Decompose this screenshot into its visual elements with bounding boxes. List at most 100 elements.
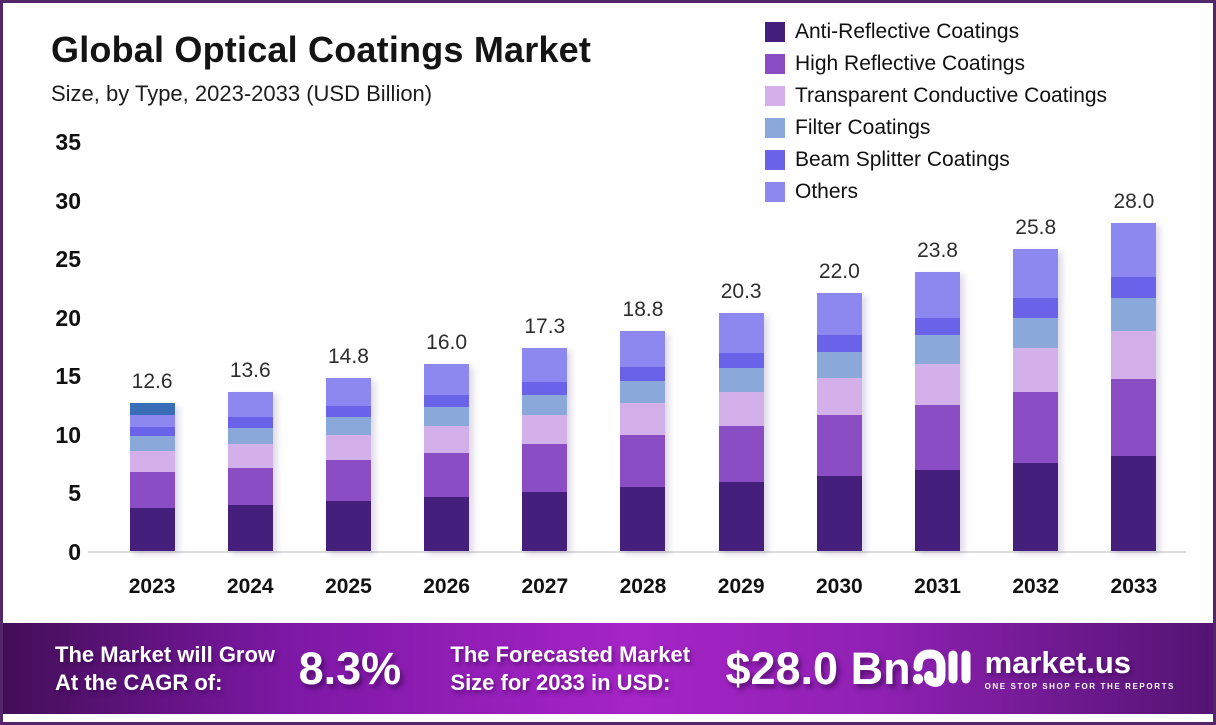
- bar: [1111, 223, 1157, 551]
- bar-segment-high-reflective-coatings: [915, 404, 961, 471]
- bar-segment-filter-coatings: [816, 351, 862, 378]
- bar-column: 22.0: [790, 3, 888, 552]
- legend-item: Others: [765, 180, 1107, 204]
- bar-segment-filter-coatings: [227, 427, 273, 445]
- bar-segment-beam-splitter-coatings: [1013, 297, 1059, 318]
- bar-segment-transparent-conductive-coatings: [915, 363, 961, 405]
- legend-item: Transparent Conductive Coatings: [765, 84, 1107, 108]
- bar-segment-transparent-conductive-coatings: [620, 403, 666, 436]
- page-title: Global Optical Coatings Market: [51, 29, 592, 70]
- bar-column: 16.0: [398, 3, 496, 552]
- y-tick-label: 10: [55, 421, 81, 448]
- bar-value-label: 25.8: [1015, 215, 1057, 239]
- bar-segment-filter-coatings: [129, 436, 175, 452]
- bar-segment-filter-coatings: [1013, 317, 1059, 349]
- bar-segment-filter-coatings: [522, 395, 568, 416]
- x-tick-label: 2032: [1012, 575, 1060, 598]
- bar-value-label: 18.8: [622, 297, 664, 321]
- bar: [915, 272, 961, 551]
- bar-segment-anti-reflective-coatings: [227, 505, 273, 551]
- x-tick-label: 2026: [423, 575, 470, 598]
- bar-segment-anti-reflective-coatings: [325, 500, 371, 551]
- bar-column: 17.3: [496, 3, 594, 552]
- bar-segment-transparent-conductive-coatings: [129, 451, 175, 473]
- bar-segment-beam-splitter-coatings: [816, 335, 862, 352]
- x-tick-label: 2023: [128, 575, 176, 598]
- bar-segment-filter-coatings: [620, 381, 666, 404]
- bar-column: 14.8: [299, 3, 397, 552]
- bar-segment-beam-splitter-coatings: [522, 382, 568, 396]
- bar-segment-beam-splitter-coatings: [129, 426, 175, 437]
- legend-item: Anti-Reflective Coatings: [765, 20, 1107, 44]
- legend-swatch-icon: [765, 182, 785, 202]
- bar-column: 25.8: [987, 3, 1085, 552]
- bar-segment-anti-reflective-coatings: [718, 481, 764, 551]
- brand-name: market.us: [984, 644, 1132, 680]
- bar-segment-anti-reflective-coatings: [522, 492, 568, 551]
- bar-segment-anti-reflective-coatings: [816, 476, 862, 551]
- brand-tagline: ONE STOP SHOP FOR THE REPORTS: [984, 681, 1175, 691]
- x-tick-label: 2025: [325, 575, 372, 598]
- bar-segment-high-reflective-coatings: [325, 459, 371, 501]
- bar: [620, 330, 666, 551]
- legend-label: High Reflective Coatings: [795, 52, 1025, 75]
- legend-swatch-icon: [765, 150, 785, 170]
- y-tick-label: 5: [68, 480, 81, 507]
- bar-segment-transparent-conductive-coatings: [816, 377, 862, 416]
- bar-segment-high-reflective-coatings: [620, 435, 666, 487]
- x-tick-label: 2031: [914, 575, 961, 598]
- market-us-brand: market.us ONE STOP SHOP FOR THE REPORTS: [911, 646, 1175, 692]
- bar-segment-anti-reflective-coatings: [1013, 463, 1059, 551]
- cagr-value: 8.3%: [298, 642, 402, 694]
- bar-segment-filter-coatings: [915, 335, 961, 364]
- bar-segment-transparent-conductive-coatings: [1013, 348, 1059, 392]
- bar-segment-others: [424, 363, 470, 396]
- legend-swatch-icon: [765, 86, 785, 106]
- x-tick-label: 2027: [521, 575, 569, 598]
- forecast-value: $28.0 Bn: [725, 642, 911, 694]
- bar-segment-anti-reflective-coatings: [424, 497, 470, 551]
- bar-value-label: 20.3: [720, 280, 762, 304]
- bar-segment-beam-splitter-coatings: [718, 353, 764, 369]
- footer-banner: The Market will Grow At the CAGR of: 8.3…: [3, 623, 1213, 714]
- bar: [424, 363, 470, 551]
- bar: [522, 348, 568, 551]
- legend-label: Filter Coatings: [795, 116, 931, 139]
- bar-column: 28.0: [1085, 3, 1183, 552]
- y-tick-label: 0: [68, 539, 81, 565]
- legend-item: Filter Coatings: [765, 116, 1107, 140]
- bar-segment-others: [522, 348, 568, 383]
- x-tick-label: 2033: [1110, 575, 1158, 598]
- bar: [227, 391, 273, 551]
- legend-swatch-icon: [765, 118, 785, 138]
- y-tick-label: 30: [55, 187, 81, 214]
- bar-highlight-cap: [129, 403, 175, 416]
- bar-value-label: 14.8: [328, 344, 369, 368]
- legend-item: Beam Splitter Coatings: [765, 148, 1107, 172]
- bar-value-label: 17.3: [524, 315, 566, 339]
- market-us-logo-icon: [912, 648, 971, 687]
- bar: [1013, 248, 1059, 551]
- bar-segment-others: [620, 330, 666, 368]
- bar-segment-anti-reflective-coatings: [1111, 456, 1157, 551]
- y-tick-label: 35: [55, 129, 81, 155]
- bar-column: 12.6: [103, 3, 201, 552]
- bar-column: 20.3: [692, 3, 790, 552]
- x-axis-line: [88, 551, 1186, 553]
- bar-segment-high-reflective-coatings: [522, 444, 568, 493]
- bar-segment-anti-reflective-coatings: [915, 470, 961, 551]
- legend-label: Beam Splitter Coatings: [795, 148, 1010, 171]
- bar-segment-transparent-conductive-coatings: [227, 444, 273, 468]
- bar-segment-beam-splitter-coatings: [1111, 276, 1157, 298]
- bar-segment-beam-splitter-coatings: [620, 367, 666, 382]
- bar: [129, 403, 175, 551]
- chart-header: Global Optical Coatings Market Size, by …: [51, 29, 591, 107]
- bar-segment-others: [1111, 223, 1157, 277]
- bar-segment-transparent-conductive-coatings: [325, 435, 371, 460]
- bar-value-label: 23.8: [917, 239, 958, 263]
- legend-item: High Reflective Coatings: [765, 52, 1107, 76]
- bar-segment-beam-splitter-coatings: [227, 417, 273, 428]
- bar-value-label: 12.6: [131, 370, 173, 394]
- y-tick-label: 20: [55, 304, 81, 331]
- bar-segment-beam-splitter-coatings: [325, 405, 371, 418]
